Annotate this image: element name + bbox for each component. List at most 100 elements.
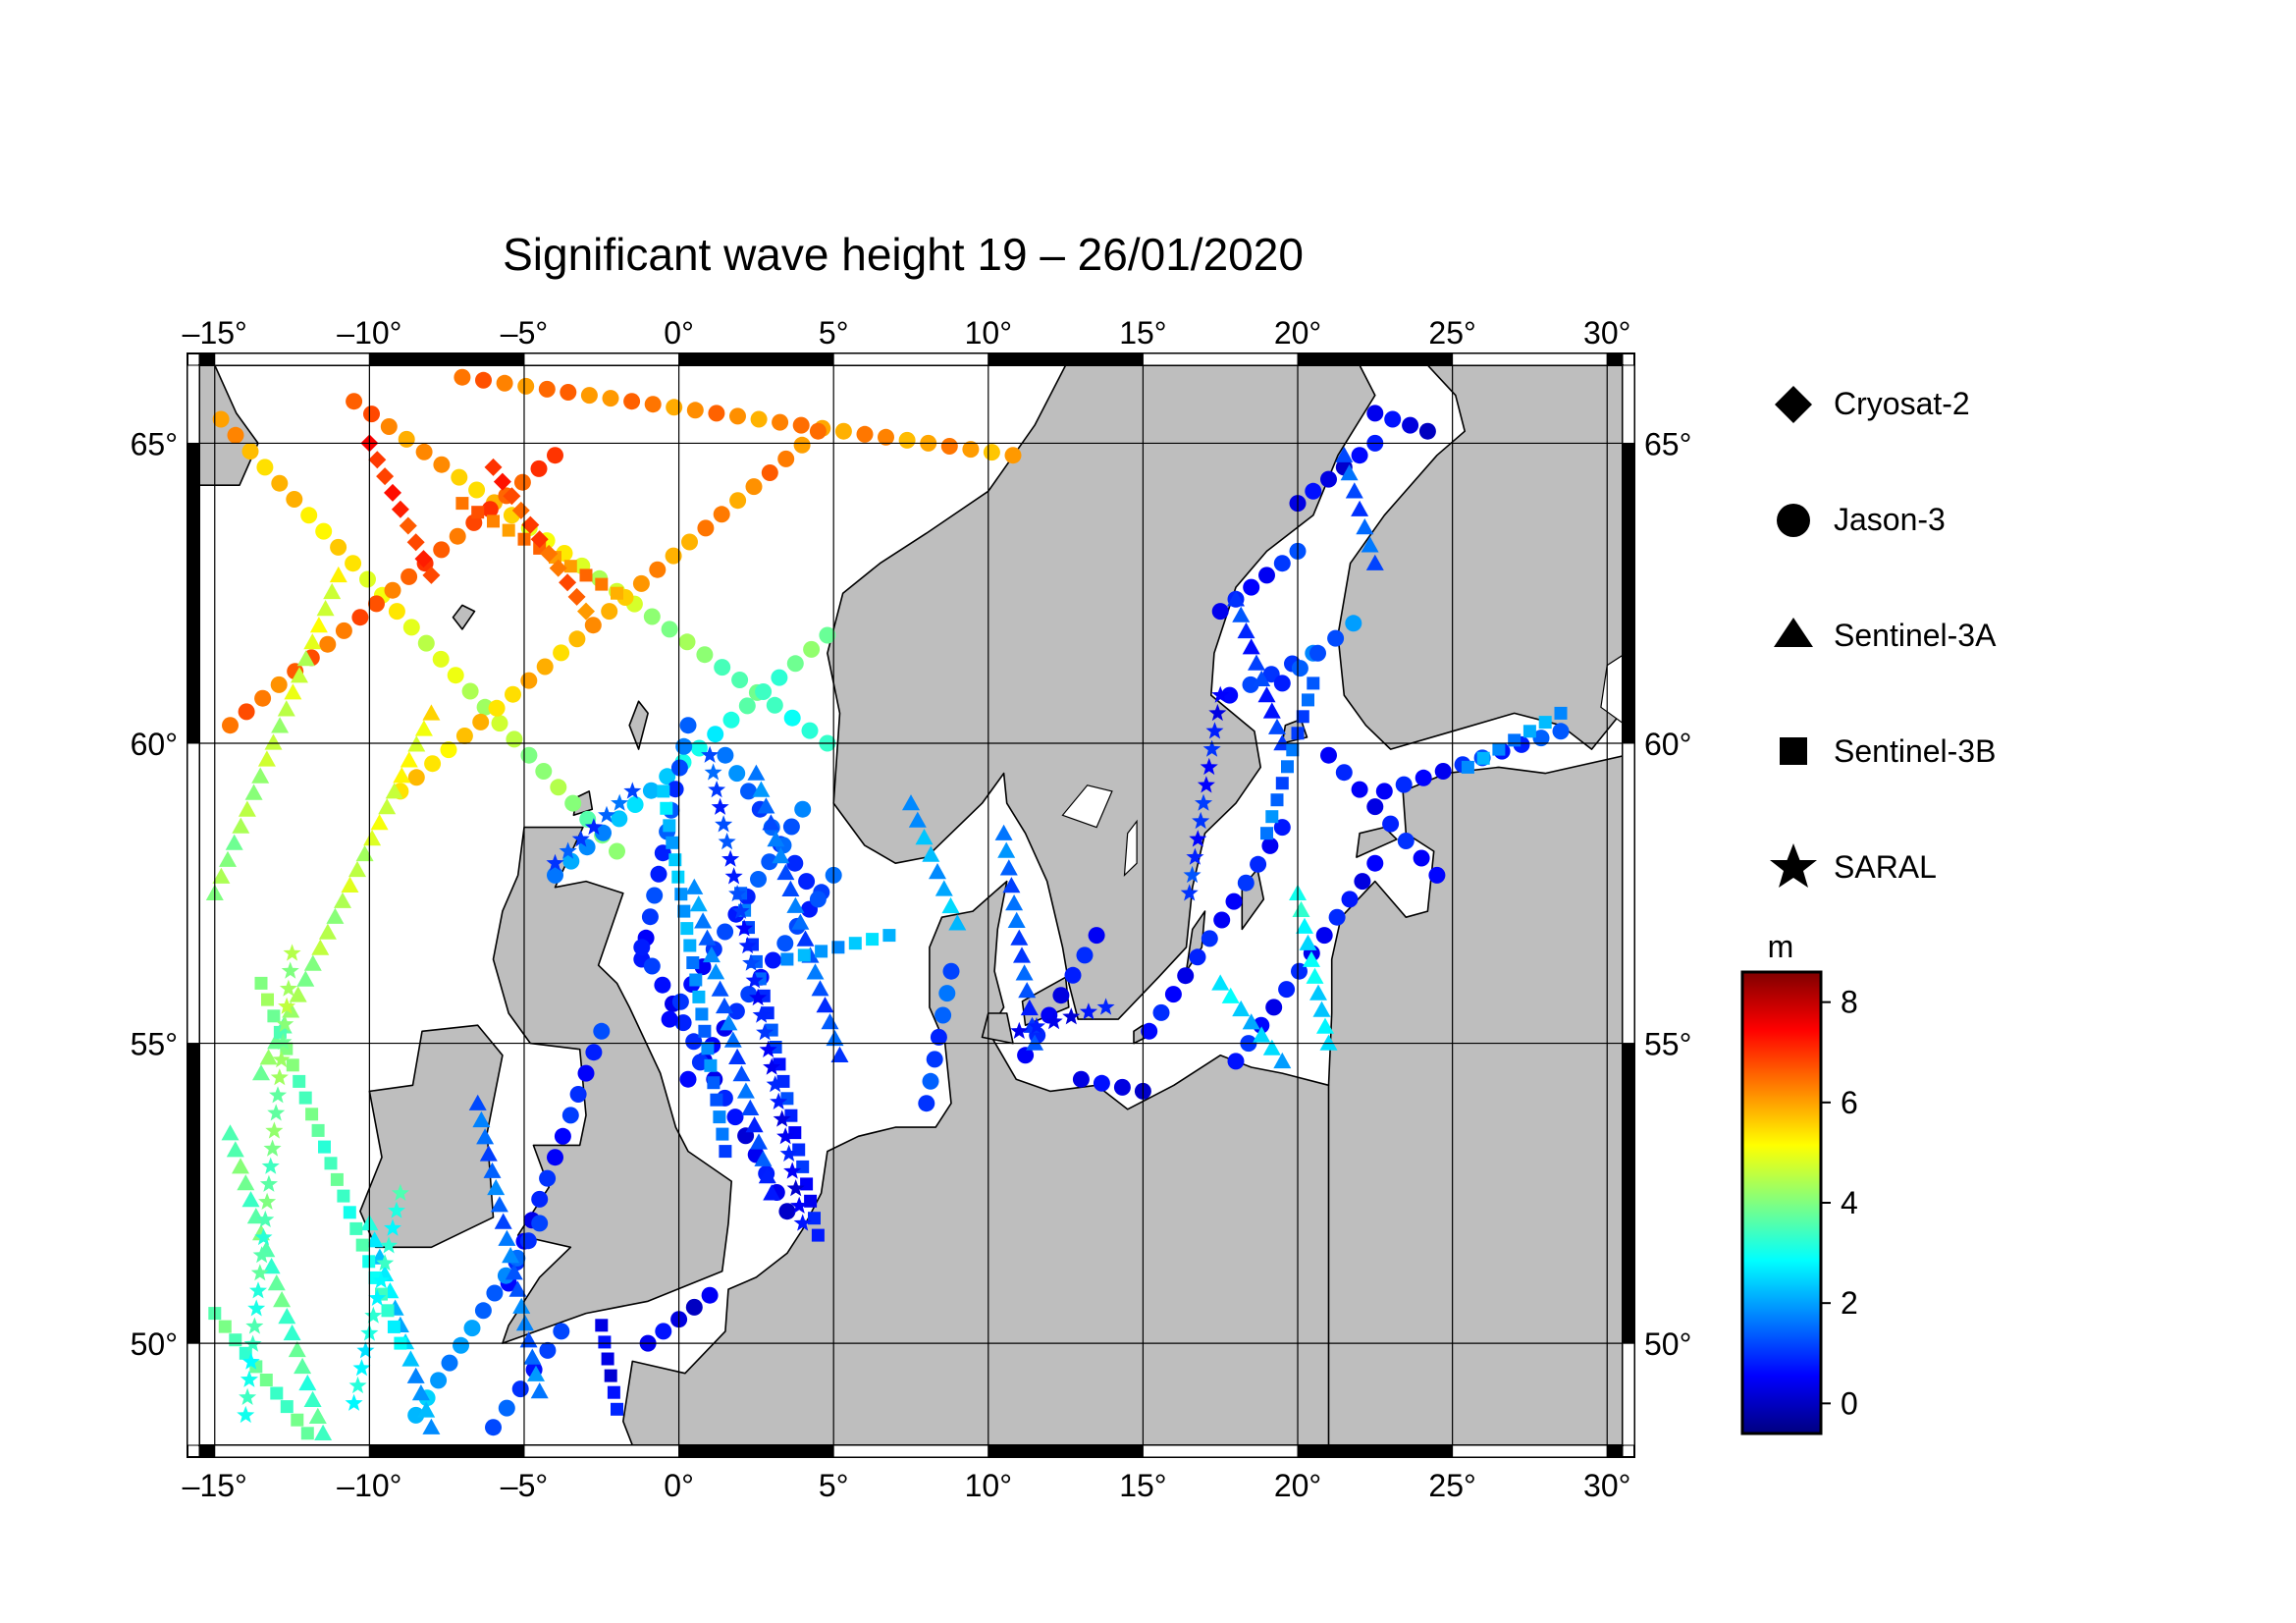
jason-3-point xyxy=(319,635,337,653)
jason-3-point xyxy=(511,1380,529,1398)
jason-3-point xyxy=(451,468,468,486)
cryosat-2-point xyxy=(368,451,387,469)
jason-3-point xyxy=(241,443,259,460)
star-icon xyxy=(1770,843,1817,888)
jason-3-point xyxy=(1315,927,1333,945)
sentinel-3b-point xyxy=(780,952,794,966)
sentinel-3a-point xyxy=(417,1401,436,1418)
legend-item-jason-3: Jason-3 xyxy=(1777,502,1946,537)
sentinel-3a-point xyxy=(1292,900,1310,917)
lon-tick-label-bottom: 0° xyxy=(664,1468,694,1503)
sentinel-3a-point xyxy=(226,1141,244,1158)
jason-3-point xyxy=(650,865,667,883)
track-jason-3 xyxy=(918,962,960,1112)
jason-3-point xyxy=(227,426,244,444)
sentinel-3a-point xyxy=(1026,1034,1044,1051)
track-sentinel-3a xyxy=(747,764,849,1062)
sentinel-3b-point xyxy=(663,819,676,833)
lon-tick-label-bottom: 5° xyxy=(819,1468,849,1503)
jason-3-point xyxy=(667,781,684,798)
legend-label: Sentinel-3B xyxy=(1834,733,1996,769)
ladoga-lake xyxy=(1600,654,1623,725)
sentinel-3a-point xyxy=(289,986,307,1002)
jason-3-point xyxy=(254,689,272,707)
jason-3-point xyxy=(1375,783,1393,800)
sentinel-3a-point xyxy=(303,633,322,650)
lat-tick-label-right: 60° xyxy=(1644,727,1691,762)
saral-point xyxy=(283,944,301,961)
frame-segment-top xyxy=(1297,352,1454,366)
saral-point xyxy=(611,793,629,811)
sentinel-3b-point xyxy=(601,1352,614,1366)
jason-3-point xyxy=(681,533,698,551)
sentinel-3a-point xyxy=(406,1367,425,1383)
frame-segment-top xyxy=(1452,352,1608,366)
sentinel-3b-point xyxy=(848,937,862,950)
sentinel-3b-point xyxy=(381,1304,395,1318)
jason-3-point xyxy=(1434,763,1452,780)
jason-3-point xyxy=(714,659,731,676)
sentinel-3a-point xyxy=(334,892,351,908)
sentinel-3a-point xyxy=(241,1191,260,1208)
jason-3-point xyxy=(654,976,671,994)
sentinel-3a-point xyxy=(237,1174,255,1191)
sentinel-3a-point xyxy=(915,829,934,845)
sentinel-3a-point xyxy=(468,1094,487,1110)
cryosat-2-point xyxy=(484,458,503,476)
sentinel-3a-point xyxy=(1303,950,1320,967)
jason-3-point xyxy=(1258,567,1275,584)
sentinel-3b-point xyxy=(286,1058,299,1072)
sentinel-3b-point xyxy=(311,1123,325,1137)
colorbar-tick-label: 2 xyxy=(1841,1285,1858,1321)
jason-3-point xyxy=(670,759,688,777)
sentinel-3a-point xyxy=(791,913,810,930)
track-jason-3 xyxy=(1141,819,1291,1040)
jason-3-point xyxy=(561,1107,579,1124)
saral-point xyxy=(249,1281,267,1299)
sentinel-3b-point xyxy=(502,523,515,537)
jason-3-point xyxy=(918,1095,935,1112)
jason-3-point xyxy=(1402,416,1419,434)
sentinel-3a-point xyxy=(219,850,237,867)
sentinel-3a-point xyxy=(283,1324,301,1341)
saral-point xyxy=(267,1104,286,1121)
saral-point xyxy=(263,1139,282,1157)
sentinel-3a-point xyxy=(1232,606,1251,622)
sentinel-3a-point xyxy=(238,800,256,817)
jason-3-point xyxy=(1243,578,1260,596)
frame-segment-bottom xyxy=(678,1444,834,1458)
sentinel-3a-point xyxy=(264,733,283,750)
sentinel-3a-point xyxy=(1316,1017,1334,1034)
jason-3-point xyxy=(777,450,795,467)
sentinel-3a-point xyxy=(311,939,330,955)
sentinel-3a-point xyxy=(318,923,337,940)
jason-3-point xyxy=(513,473,531,491)
jason-3-point xyxy=(454,368,471,386)
saral-point xyxy=(274,1032,293,1051)
jason-3-point xyxy=(713,506,730,523)
jason-3-point xyxy=(776,935,794,952)
jason-3-point xyxy=(786,655,804,673)
jason-3-point xyxy=(783,709,801,727)
saral-point xyxy=(735,919,754,937)
jason-3-point xyxy=(595,824,612,841)
jason-3-point xyxy=(238,703,255,721)
saral-point xyxy=(1208,703,1227,722)
jason-3-point xyxy=(486,1284,504,1302)
sentinel-3a-point xyxy=(786,896,805,913)
saral-point xyxy=(1195,793,1213,811)
sentinel-3a-point xyxy=(348,860,366,878)
frame-segment-top xyxy=(1606,352,1624,366)
land-masses xyxy=(199,365,1623,1445)
sentinel-3a-point xyxy=(294,1357,312,1375)
jason-3-point xyxy=(212,410,230,428)
lon-tick-label-bottom: 10° xyxy=(965,1468,1012,1503)
sentinel-3b-point xyxy=(716,1127,729,1141)
saral-point xyxy=(1180,884,1199,901)
lon-tick-label-top: 30° xyxy=(1583,315,1630,351)
jason-3-point xyxy=(1201,930,1218,947)
sentinel-3a-point xyxy=(225,834,243,850)
saral-point xyxy=(766,1075,784,1093)
jason-3-point xyxy=(562,852,580,870)
